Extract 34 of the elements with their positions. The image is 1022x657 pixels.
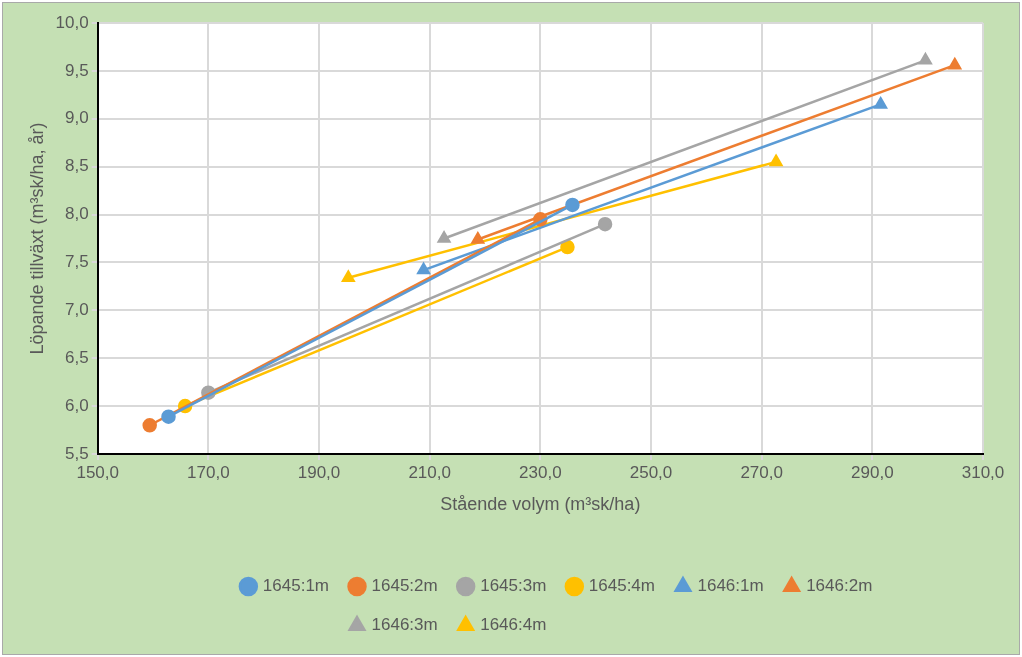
x-tick-label: 250,0 xyxy=(629,462,673,482)
x-tick-label: 210,0 xyxy=(408,462,451,482)
y-tick-label: 6,0 xyxy=(65,395,89,415)
y-tick-label: 5,5 xyxy=(65,443,89,463)
point xyxy=(565,197,580,213)
y-tick-label: 6,5 xyxy=(65,347,89,367)
x-tick-label: 150,0 xyxy=(76,462,119,482)
point xyxy=(597,216,613,232)
legend-label: 1645:4m xyxy=(588,576,655,596)
x-tick-label: 290,0 xyxy=(851,462,894,482)
legend-label: 1645:3m xyxy=(480,576,547,596)
legend-label: 1646:4m xyxy=(480,615,547,635)
y-tick-label: 9,0 xyxy=(65,108,89,128)
y-tick-label: 10,0 xyxy=(55,12,89,32)
legend-label: 1646:3m xyxy=(371,615,438,635)
y-tick-label: 9,5 xyxy=(65,60,89,80)
legend-label: 1646:1m xyxy=(697,576,764,596)
x-tick-label: 310,0 xyxy=(961,462,1005,482)
x-tick-label: 170,0 xyxy=(187,462,230,482)
y-tick-label: 7,0 xyxy=(65,300,89,320)
point xyxy=(161,409,176,424)
y-tick-label: 8,5 xyxy=(65,156,89,176)
x-axis-title: Stående volym (m³sk/ha) xyxy=(440,494,641,515)
legend-label: 1646:2m xyxy=(806,576,873,596)
x-tick-label: 190,0 xyxy=(297,462,341,482)
y-axis-title: Löpande tillväxt (m³sk/ha, år) xyxy=(26,122,47,355)
x-tick-label: 270,0 xyxy=(740,462,783,482)
y-tick-label: 7,5 xyxy=(65,252,89,272)
y-tick-label: 8,0 xyxy=(65,204,89,224)
legend-label: 1645:2m xyxy=(371,576,438,596)
point xyxy=(560,239,575,255)
x-tick-label: 230,0 xyxy=(519,462,562,482)
point xyxy=(142,418,157,433)
legend-label: 1645:1m xyxy=(262,576,330,596)
